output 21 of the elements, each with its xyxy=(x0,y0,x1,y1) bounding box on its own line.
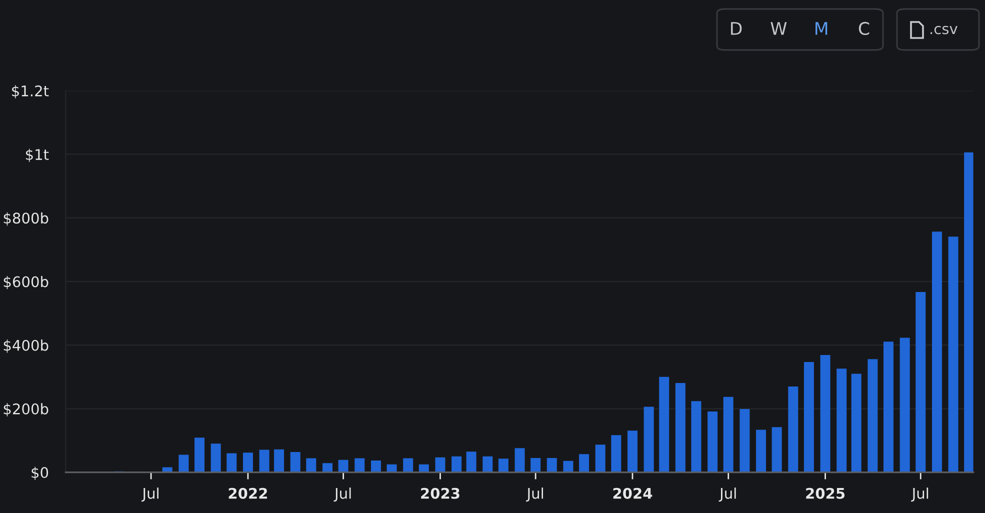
y-tick-label: $1t xyxy=(26,148,49,162)
x-tick-label: 2022 xyxy=(228,488,267,499)
x-tick-label: Jul xyxy=(718,488,736,502)
y-tick-label: $400b xyxy=(4,340,48,353)
text: M xyxy=(816,22,828,35)
x-tick-label: Jul xyxy=(334,488,351,502)
y-tick-label: $600b xyxy=(4,276,48,290)
x-tick-label: Jul xyxy=(141,488,158,502)
y-tick-label: $1.2t xyxy=(12,85,49,98)
text: W xyxy=(770,22,787,35)
x-tick-label: 2024 xyxy=(613,488,652,499)
x-tick-label: Jul xyxy=(526,488,543,502)
y-tick-label: $800b xyxy=(4,212,48,226)
text: C xyxy=(858,22,870,36)
x-tick-label: 2023 xyxy=(421,488,460,499)
x-tick-label: Jul xyxy=(911,488,928,502)
x-tick-label: 2025 xyxy=(806,488,845,499)
y-tick-label: $200b xyxy=(4,403,48,416)
text: D xyxy=(731,22,742,35)
y-tick-label: $0 xyxy=(32,466,48,480)
text: .csv xyxy=(930,26,958,34)
